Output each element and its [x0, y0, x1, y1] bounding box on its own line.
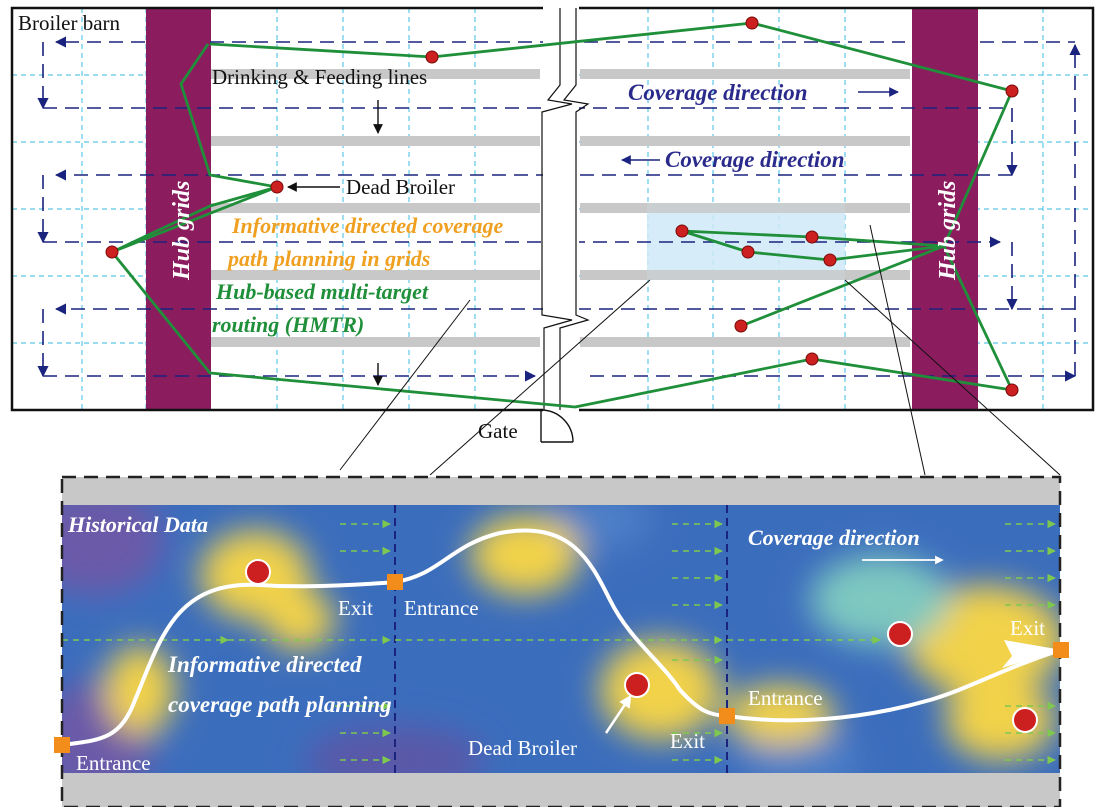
exit-label-3: Exit [1010, 616, 1045, 640]
break-lines [541, 8, 590, 410]
exit-label-1: Exit [338, 596, 373, 620]
coverage-direction-detail-label: Coverage direction [748, 525, 920, 550]
broiler-dot [245, 559, 271, 585]
broiler-dot [425, 50, 439, 64]
zoom-connectors [339, 224, 1061, 476]
zoom-grid-dividers [394, 505, 728, 773]
broiler-dot [823, 253, 837, 267]
coverage-direction-label-1: Coverage direction [628, 80, 808, 105]
break-gap [543, 0, 579, 420]
entrance-label-3: Entrance [748, 686, 823, 710]
zoom-panel-outline [60, 475, 1062, 807]
exit-marker [387, 574, 403, 590]
indicator-arrows [287, 87, 899, 386]
hub-grids-left-label: Hub grids [169, 181, 195, 281]
zoom-panel: Historical Data Coverage direction Infor… [54, 475, 1069, 807]
hmtr-label-line1: Hub-based multi-target [215, 279, 429, 304]
hub-grid-left [146, 8, 211, 410]
broiler-dot [105, 245, 119, 259]
entrance-label-1: Entrance [76, 751, 151, 775]
barn-outline [10, 6, 1095, 412]
zoom-direction-arrows [62, 519, 1056, 765]
exit-label-2: Exit [670, 729, 705, 753]
dead-broiler-detail-label: Dead Broiler [468, 736, 577, 760]
feed-lines-over-zoom [647, 203, 845, 280]
planning-label-line1: Informative directed coverage [231, 213, 503, 238]
broilers-top [105, 16, 1019, 397]
coverage-direction-label-2: Coverage direction [665, 147, 845, 172]
coverage-path-curve [61, 528, 1061, 747]
hub-grids-right-label: Hub grids [935, 181, 961, 281]
hmtr-label-line2: routing (HMTR) [212, 312, 364, 337]
broiler-dot [805, 230, 819, 244]
planning-label-line2: path planning in grids [226, 246, 430, 271]
hub-grid-right [912, 8, 978, 410]
historical-data-label: Historical Data [67, 512, 208, 537]
exit-marker [719, 708, 735, 724]
dead-broiler-label: Dead Broiler [346, 175, 455, 199]
broiler-dot [741, 245, 755, 259]
feeding-lines-label: Drinking & Feeding lines [212, 65, 427, 89]
exit-marker [1053, 642, 1069, 658]
barn-top: Broiler barn Drinking & Feeding lines Co… [10, 0, 1095, 443]
dead-broiler-pointer [604, 694, 632, 734]
broilers-detail [245, 559, 1038, 733]
broiler-dot [1005, 84, 1019, 98]
waypoints [54, 574, 1069, 753]
broiler-dot [675, 224, 689, 238]
broiler-dot [270, 180, 284, 194]
broiler-dot [805, 352, 819, 366]
barn-title: Broiler barn [18, 11, 121, 35]
broiler-dot [1005, 383, 1019, 397]
entrance-marker [54, 737, 70, 753]
entrance-label-2: Entrance [404, 596, 479, 620]
planning-detail-line2: coverage path planning [168, 692, 392, 717]
coverage-path-arrowhead [1002, 640, 1062, 668]
broiler-dot [745, 16, 759, 30]
gate-label: Gate [478, 419, 518, 443]
planning-detail-line1: Informative directed [167, 652, 362, 677]
broiler-dot [624, 672, 650, 698]
broiler-dot [1012, 707, 1038, 733]
broiler-dot [887, 621, 913, 647]
broiler-dot [734, 319, 748, 333]
gate [540, 409, 574, 443]
